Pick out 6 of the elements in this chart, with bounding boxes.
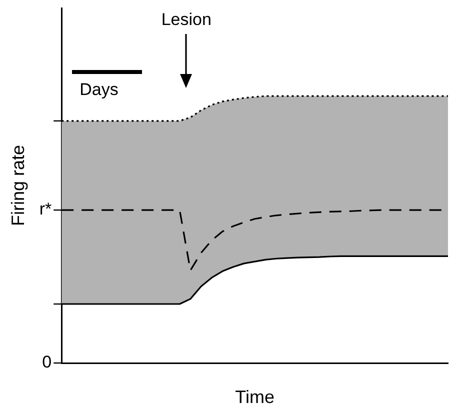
text: 0 xyxy=(42,352,52,372)
text: Lesion xyxy=(161,10,212,30)
x-axis-title: Time xyxy=(235,387,274,408)
y-axis-title: Firing rate xyxy=(8,144,28,226)
text: r* xyxy=(39,200,52,219)
annotation: Days xyxy=(80,80,118,100)
